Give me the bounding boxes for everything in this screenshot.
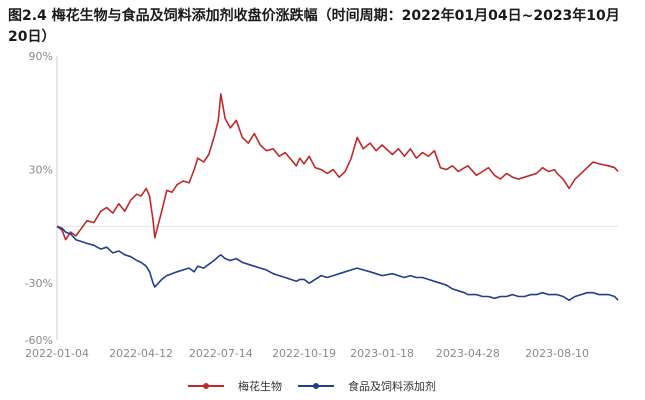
chart-axes: 90% 30% -30% -60%2022-01-04 2022-04-12 2022-0… [25, 50, 589, 360]
y-tick-label: 30% [29, 164, 53, 177]
y-tick-label: -60% [25, 334, 53, 347]
y-tick-label: 90% [29, 50, 53, 63]
x-tick-label: 2022-04-12 [109, 347, 173, 360]
series-line-0 [56, 93, 619, 241]
chart-legend: 梅花生物 食品及饲料添加剂 [188, 379, 436, 393]
x-tick-label: 2023-01-18 [350, 347, 414, 360]
x-tick-label: 2022-10-19 [272, 347, 336, 360]
legend-label-0: 梅花生物 [238, 379, 282, 393]
legend-marker-0 [203, 383, 209, 389]
x-tick-label: 2022-01-04 [25, 347, 89, 360]
y-tick-label: -30% [25, 277, 53, 290]
legend-label-1: 食品及饲料添加剂 [348, 379, 436, 393]
legend-marker-1 [313, 383, 319, 389]
chart-title: 图2.4 梅花生物与食品及饲料添加剂收盘价涨跌幅（时间周期：2022年01月04… [8, 8, 620, 45]
x-tick-label: 2023-08-10 [525, 347, 589, 360]
chart-series [56, 93, 619, 301]
x-tick-label: 2023-04-28 [436, 347, 500, 360]
x-tick-label: 2022-07-14 [189, 347, 253, 360]
series-line-1 [56, 225, 619, 301]
